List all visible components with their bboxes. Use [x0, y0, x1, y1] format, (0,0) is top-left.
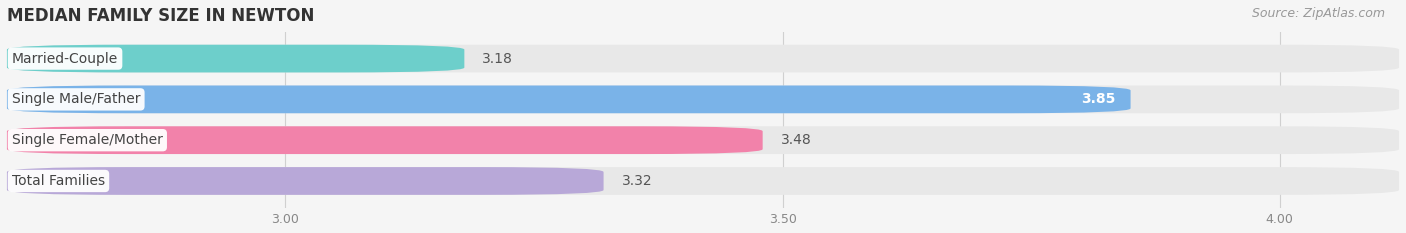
Text: 3.48: 3.48: [780, 133, 811, 147]
Text: MEDIAN FAMILY SIZE IN NEWTON: MEDIAN FAMILY SIZE IN NEWTON: [7, 7, 315, 25]
FancyBboxPatch shape: [7, 45, 464, 72]
Text: 3.85: 3.85: [1081, 92, 1116, 106]
FancyBboxPatch shape: [7, 86, 1399, 113]
Text: Single Male/Father: Single Male/Father: [11, 92, 141, 106]
FancyBboxPatch shape: [7, 167, 603, 195]
FancyBboxPatch shape: [7, 126, 1399, 154]
FancyBboxPatch shape: [7, 167, 1399, 195]
Text: 3.32: 3.32: [621, 174, 652, 188]
Text: Single Female/Mother: Single Female/Mother: [11, 133, 163, 147]
FancyBboxPatch shape: [7, 126, 762, 154]
FancyBboxPatch shape: [7, 86, 1130, 113]
FancyBboxPatch shape: [7, 45, 1399, 72]
Text: Married-Couple: Married-Couple: [11, 51, 118, 65]
Text: Source: ZipAtlas.com: Source: ZipAtlas.com: [1251, 7, 1385, 20]
Text: Total Families: Total Families: [11, 174, 105, 188]
Text: 3.18: 3.18: [482, 51, 513, 65]
